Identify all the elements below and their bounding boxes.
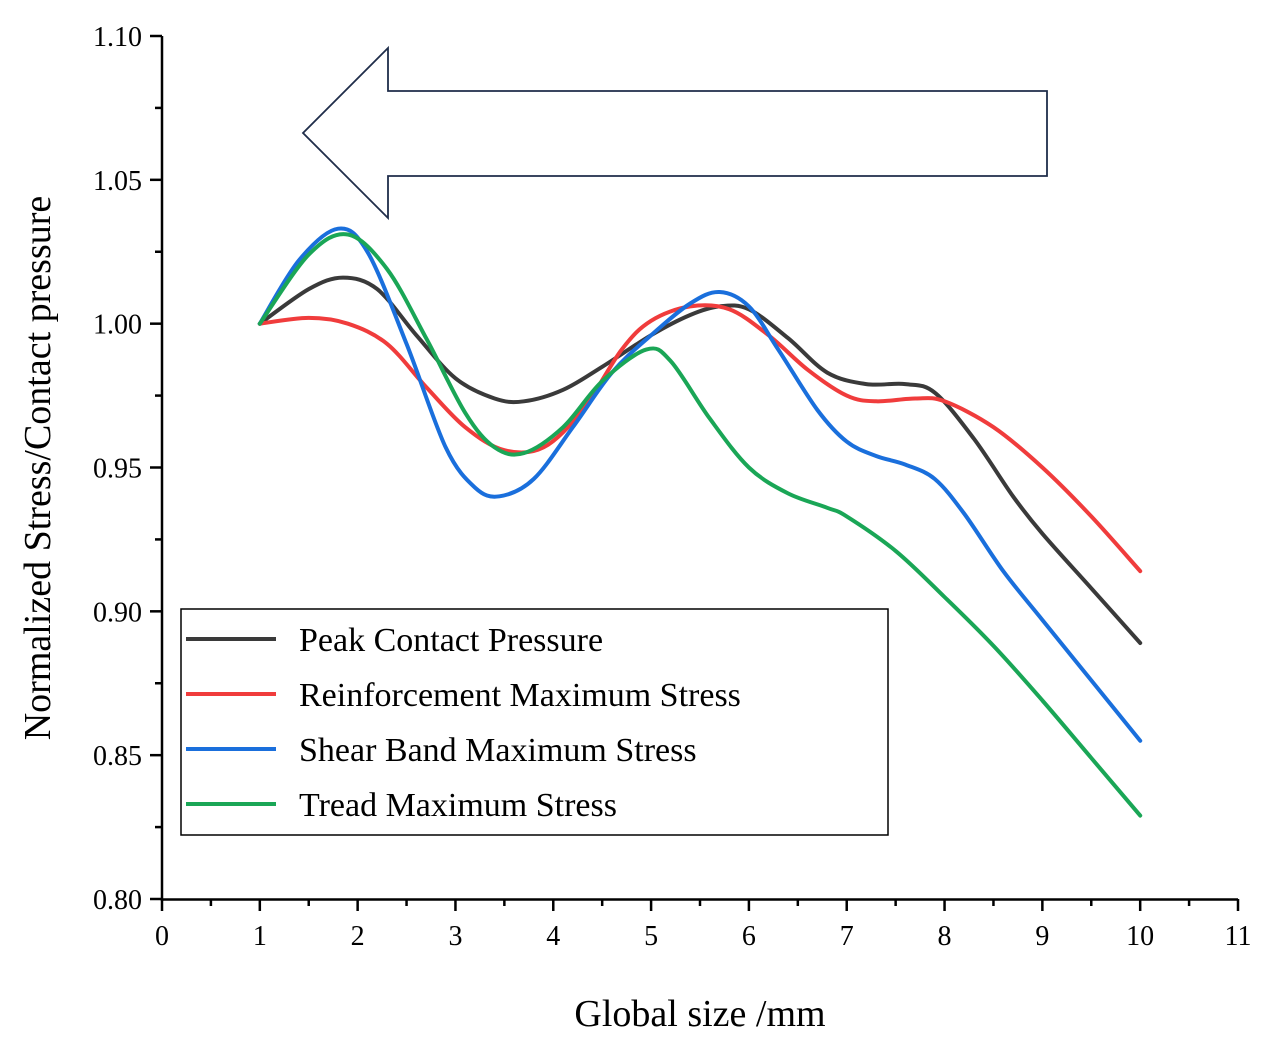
series-line-peak-contact-pressure	[257, 275, 1143, 645]
legend-label-reinforcement-maximum-stress: Reinforcement Maximum Stress	[299, 677, 741, 714]
legend-label-tread-maximum-stress: Tread Maximum Stress	[299, 787, 617, 824]
legend-box	[180, 608, 889, 836]
x-tick-label: 4	[546, 921, 560, 952]
y-tick-label: 1.05	[93, 166, 142, 197]
y-axis-title: Normalized Stress/Contact pressure	[17, 196, 59, 741]
x-tick-label: 5	[644, 921, 658, 952]
x-tick-label: 11	[1225, 921, 1252, 952]
y-tick-label: 1.10	[93, 22, 142, 53]
ticks-layer: 0 1 2 3 4 5 6 7 8 9 10 11 0.80 0.85 0.90 0.95 1.00 1.05 1.…	[93, 22, 1251, 952]
x-tick-label: 0	[155, 921, 169, 952]
legend-label-shear-band-maximum-stress: Shear Band Maximum Stress	[299, 732, 697, 769]
x-tick-label: 1	[253, 921, 267, 952]
x-tick-label: 10	[1126, 921, 1154, 952]
y-tick-label: 0.85	[93, 741, 142, 772]
axes-layer	[160, 36, 1238, 901]
x-axis-title: Global size /mm	[574, 993, 825, 1035]
y-tick-label: 0.80	[93, 885, 142, 916]
series-layer	[257, 226, 1143, 818]
x-tick-label: 6	[742, 921, 756, 952]
y-tick-label: 0.90	[93, 597, 142, 628]
y-tick-label: 0.95	[93, 454, 142, 485]
x-tick-label: 3	[448, 921, 462, 952]
x-tick-label: 7	[840, 921, 854, 952]
x-tick-label: 2	[351, 921, 365, 952]
annotation-arrow	[301, 45, 1048, 221]
legend: Peak Contact Pressure Reinforcement Maxim…	[180, 608, 889, 836]
series-line-tread-maximum-stress	[257, 232, 1143, 818]
x-tick-label: 9	[1035, 921, 1049, 952]
x-tick-label: 8	[938, 921, 952, 952]
series-line-reinforcement-maximum-stress	[257, 303, 1143, 574]
series-line-shear-band-maximum-stress	[257, 226, 1143, 743]
legend-label-peak-contact-pressure: Peak Contact Pressure	[299, 622, 603, 659]
y-tick-label: 1.00	[93, 310, 142, 341]
left-arrow-shape	[301, 45, 1048, 221]
